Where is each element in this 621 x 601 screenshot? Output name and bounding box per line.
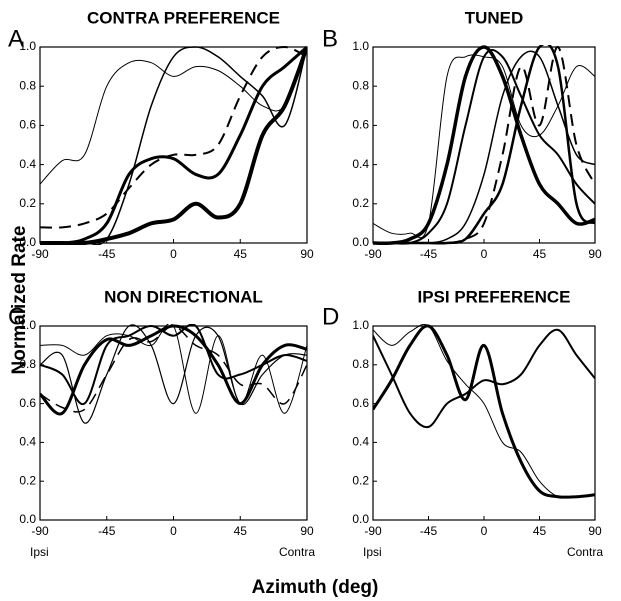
panel-letter: A bbox=[8, 25, 24, 52]
y-tick-label: 1.0 bbox=[19, 318, 36, 332]
panel-letter: C bbox=[8, 303, 25, 330]
x-tick-label: 90 bbox=[300, 524, 314, 538]
panel-title: IPSI PREFERENCE bbox=[417, 287, 570, 306]
data-line bbox=[40, 45, 307, 245]
y-axis-label: Normalized Rate bbox=[9, 226, 30, 375]
y-tick-label: 0.2 bbox=[352, 196, 369, 210]
x-end-label: Contra bbox=[279, 545, 315, 559]
plot-frame bbox=[372, 325, 596, 521]
x-end-label: Contra bbox=[567, 545, 603, 559]
plot-frame bbox=[39, 325, 308, 521]
y-tick-label: 0.6 bbox=[19, 118, 36, 132]
y-tick-label: 0.8 bbox=[352, 78, 369, 92]
data-line bbox=[40, 46, 307, 185]
x-tick-label: 45 bbox=[234, 247, 248, 261]
data-line bbox=[40, 324, 307, 414]
x-tick-label: -90 bbox=[364, 524, 382, 538]
data-line bbox=[40, 46, 307, 229]
panel-title: CONTRA PREFERENCE bbox=[87, 8, 280, 27]
y-tick-label: 0.4 bbox=[19, 157, 36, 171]
y-tick-label: 0.8 bbox=[19, 357, 36, 371]
y-tick-label: 0.8 bbox=[19, 78, 36, 92]
data-line bbox=[373, 328, 595, 429]
y-tick-label: 0.2 bbox=[19, 473, 36, 487]
y-tick-label: 0.0 bbox=[352, 512, 369, 526]
x-tick-label: 0 bbox=[481, 524, 488, 538]
y-tick-label: 1.0 bbox=[352, 39, 369, 53]
x-tick-label: -90 bbox=[31, 524, 49, 538]
x-tick-label: 45 bbox=[234, 524, 248, 538]
x-tick-label: -45 bbox=[420, 247, 438, 261]
panel-title: NON DIRECTIONAL bbox=[104, 287, 263, 306]
y-tick-label: 0.0 bbox=[19, 235, 36, 249]
y-tick-label: 0.8 bbox=[352, 357, 369, 371]
data-line bbox=[40, 324, 307, 406]
y-tick-label: 1.0 bbox=[352, 318, 369, 332]
x-axis-label: Azimuth (deg) bbox=[252, 577, 379, 598]
y-tick-label: 0.2 bbox=[352, 473, 369, 487]
x-tick-label: 45 bbox=[533, 247, 547, 261]
x-tick-label: 0 bbox=[481, 247, 488, 261]
y-tick-label: 0.4 bbox=[352, 435, 369, 449]
x-tick-label: -45 bbox=[98, 524, 116, 538]
x-tick-label: 90 bbox=[588, 524, 602, 538]
panel-letter: D bbox=[322, 303, 339, 330]
y-tick-label: 1.0 bbox=[19, 39, 36, 53]
y-tick-label: 0.6 bbox=[19, 396, 36, 410]
x-tick-label: -45 bbox=[98, 247, 116, 261]
x-tick-label: 45 bbox=[533, 524, 547, 538]
data-line bbox=[40, 325, 307, 413]
data-line bbox=[373, 45, 595, 245]
x-tick-label: -90 bbox=[31, 247, 49, 261]
data-line bbox=[373, 324, 595, 499]
plot-frame bbox=[372, 46, 596, 244]
y-tick-label: 0.4 bbox=[352, 157, 369, 171]
panel-title: TUNED bbox=[465, 8, 524, 27]
y-tick-label: 0.0 bbox=[19, 512, 36, 526]
x-tick-label: 0 bbox=[170, 247, 177, 261]
y-tick-label: 0.4 bbox=[19, 435, 36, 449]
x-tick-label: -45 bbox=[420, 524, 438, 538]
x-end-label: Ipsi bbox=[363, 545, 382, 559]
y-tick-label: 0.6 bbox=[352, 396, 369, 410]
y-tick-label: 0.2 bbox=[19, 196, 36, 210]
x-tick-label: 90 bbox=[300, 247, 314, 261]
x-tick-label: 0 bbox=[170, 524, 177, 538]
plot-frame bbox=[39, 46, 308, 244]
data-line bbox=[40, 324, 307, 424]
y-tick-label: 0.6 bbox=[352, 118, 369, 132]
x-tick-label: 90 bbox=[588, 247, 602, 261]
data-line bbox=[373, 324, 595, 499]
x-end-label: Ipsi bbox=[30, 545, 49, 559]
panel-letter: B bbox=[322, 25, 338, 52]
y-tick-label: 0.0 bbox=[352, 235, 369, 249]
x-tick-label: -90 bbox=[364, 247, 382, 261]
